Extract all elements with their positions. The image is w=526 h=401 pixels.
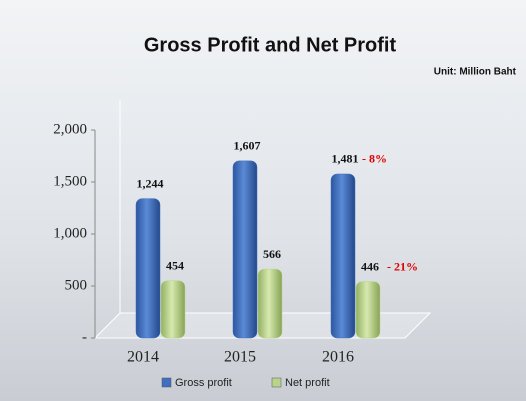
data-label: 454 bbox=[166, 259, 184, 273]
y-tick-label: 2,000 bbox=[53, 121, 87, 137]
bar bbox=[160, 280, 186, 339]
chart-title: Gross Profit and Net Profit bbox=[144, 34, 397, 56]
legend-label: Gross profit bbox=[175, 377, 232, 389]
bar bbox=[135, 198, 161, 339]
annotation: - 21% bbox=[387, 259, 418, 273]
bar bbox=[330, 173, 356, 339]
x-tick-label: 2016 bbox=[322, 349, 354, 366]
bar bbox=[232, 160, 258, 339]
data-label: 1,244 bbox=[137, 176, 164, 190]
bar bbox=[355, 281, 381, 339]
bar bbox=[257, 268, 283, 339]
y-tick-label: - bbox=[82, 329, 87, 345]
x-tick-label: 2014 bbox=[127, 349, 159, 366]
legend-swatch bbox=[271, 377, 282, 388]
data-label: 1,607 bbox=[234, 139, 261, 153]
data-label: 446 bbox=[361, 259, 379, 273]
y-tick-label: 1,000 bbox=[53, 225, 87, 241]
legend-swatch bbox=[161, 377, 172, 388]
data-label: 1,481 bbox=[332, 152, 359, 166]
subtitle: Unit: Million Baht bbox=[434, 67, 517, 78]
y-tick-label: 500 bbox=[65, 277, 88, 293]
x-tick-label: 2015 bbox=[224, 349, 256, 366]
y-tick-label: 1,500 bbox=[53, 173, 87, 189]
annotation: - 8% bbox=[362, 152, 387, 166]
legend-label: Net profit bbox=[285, 377, 330, 389]
data-label: 566 bbox=[263, 247, 281, 261]
